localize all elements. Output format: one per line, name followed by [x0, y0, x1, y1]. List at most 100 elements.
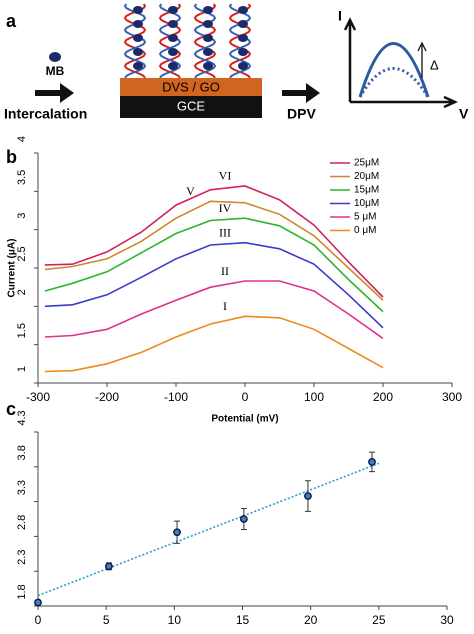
curve-label: V: [186, 184, 195, 198]
point: [34, 598, 42, 607]
series-line: [44, 315, 384, 373]
point: [173, 528, 181, 537]
step-label: Intercalation: [4, 106, 87, 122]
mb-molecule: [133, 48, 143, 56]
curve-label: II: [221, 264, 229, 278]
point: [368, 458, 376, 466]
y-tick-label: 3.8: [16, 445, 28, 460]
mb-molecule: [133, 62, 143, 70]
x-tick-label: -300: [26, 390, 50, 404]
trendline: [37, 462, 380, 597]
mb-molecule: [168, 6, 178, 14]
curve-label: I: [223, 299, 227, 313]
curve-label: VI: [219, 169, 232, 183]
y-axis-label: Current (μA): [7, 239, 18, 298]
dna-strand: [123, 3, 147, 79]
mb-molecule: [168, 48, 178, 56]
legend-label: 20μM: [354, 171, 379, 182]
mb-label: MB: [46, 64, 65, 78]
y-tick-label: 3.3: [16, 480, 28, 495]
y-tick-label: 1.5: [16, 323, 28, 338]
y-tick-label: 4.3: [16, 410, 28, 425]
y-tick-label: 3: [16, 213, 28, 219]
dna-strand: [158, 3, 182, 79]
legend-label: 25μM: [354, 158, 379, 169]
x-tick-label: 10: [168, 613, 182, 627]
dpv-peak: [358, 42, 430, 98]
y-tick-label: 1.8: [16, 584, 28, 599]
y-tick-label: 2.8: [16, 515, 28, 530]
dna-strand: [193, 3, 217, 79]
arrow: [282, 83, 320, 103]
x-tick-label: -200: [95, 390, 119, 404]
mb-molecule: [203, 20, 213, 28]
series-line: [44, 200, 384, 301]
series-line: [44, 280, 384, 340]
dna-strand: [228, 3, 252, 79]
legend-label: 15μM: [354, 185, 379, 196]
mb-molecule: [168, 20, 178, 28]
mb-molecule: [49, 52, 61, 62]
dna-strand: [228, 3, 252, 79]
x-tick-label: 0: [35, 613, 42, 627]
dna-strand: [193, 3, 217, 79]
curve-label: III: [219, 225, 231, 239]
dvs-go-layer: [120, 78, 262, 96]
x-tick-label: -100: [164, 390, 188, 404]
x-tick-label: 30: [440, 613, 454, 627]
mb-molecule: [238, 62, 248, 70]
layer-label: GCE: [177, 98, 206, 113]
y-tick-label: 1: [16, 366, 28, 372]
y-tick-label: 2.3: [16, 550, 28, 565]
axis-arrow: [343, 17, 357, 102]
mb-molecule: [168, 62, 178, 70]
arrow: [35, 83, 74, 103]
y-tick-label: 3.5: [16, 170, 28, 185]
axis-arrow: [350, 95, 459, 109]
mb-molecule: [133, 20, 143, 28]
gce-layer: [120, 96, 262, 118]
mb-molecule: [133, 34, 143, 42]
mb-molecule: [168, 34, 178, 42]
panel-label: a: [6, 11, 17, 31]
dna-strand: [123, 3, 147, 79]
series-line: [44, 241, 384, 329]
axis-label: I: [338, 8, 342, 24]
mb-molecule: [203, 62, 213, 70]
dna-strands: [123, 3, 252, 79]
x-tick-label: 200: [373, 390, 393, 404]
series-line: [44, 185, 384, 298]
point: [239, 515, 248, 523]
point: [304, 492, 312, 500]
dpv-peak-dotted: [358, 67, 430, 98]
y-tick-label: 4: [16, 136, 28, 142]
delta-label: Δ: [430, 57, 439, 72]
x-tick-label: 20: [304, 613, 318, 627]
layer-label: DVS / GO: [162, 79, 220, 94]
mb-molecule: [203, 6, 213, 14]
y-tick-label: 2: [16, 289, 28, 295]
x-tick-label: 300: [442, 390, 462, 404]
legend-label: 5 μM: [354, 212, 376, 223]
x-tick-label: 25: [372, 613, 386, 627]
mb-molecule: [238, 20, 248, 28]
x-axis-label: Potential (mV): [211, 414, 278, 425]
mb-molecule: [133, 6, 143, 14]
mb-molecule: [203, 48, 213, 56]
legend-label: 10μM: [354, 198, 379, 209]
axis-label: V: [459, 106, 469, 122]
dna-strand: [158, 3, 182, 79]
legend-label: 0 μM: [354, 225, 376, 236]
x-tick-label: 100: [304, 390, 324, 404]
mb-molecule: [238, 6, 248, 14]
y-tick-label: 2.5: [16, 246, 28, 261]
curve-label: IV: [219, 201, 232, 215]
x-tick-label: 5: [103, 613, 110, 627]
mb-molecule: [238, 48, 248, 56]
series-line: [44, 217, 384, 313]
delta-arrow: [417, 41, 427, 78]
step-label: DPV: [287, 106, 316, 122]
x-tick-label: 0: [242, 390, 249, 404]
